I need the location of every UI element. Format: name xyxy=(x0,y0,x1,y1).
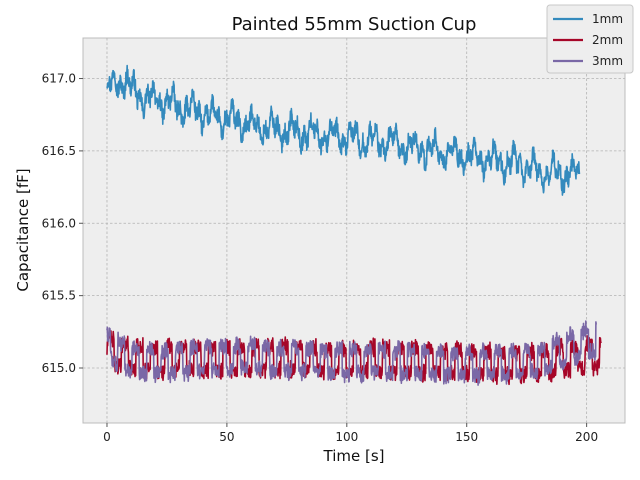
legend-label: 1mm xyxy=(592,12,623,26)
y-tick-label: 615.5 xyxy=(42,289,76,303)
x-tick-label: 0 xyxy=(103,430,111,444)
y-tick-label: 616.5 xyxy=(42,144,76,158)
y-tick-label: 615.0 xyxy=(42,361,76,375)
x-axis-ticks: 0 50 100 150 200 xyxy=(103,423,598,444)
x-tick-label: 200 xyxy=(575,430,598,444)
y-tick-label: 616.0 xyxy=(42,216,76,230)
chart-title: Painted 55mm Suction Cup xyxy=(232,14,477,35)
legend-box xyxy=(546,4,634,74)
series-layer xyxy=(106,64,602,386)
y-tick-label: 617.0 xyxy=(42,72,76,86)
y-axis-label: Capacitance [fF] xyxy=(14,168,32,291)
series-line-1mm xyxy=(106,64,581,196)
y-axis-ticks: 615.0 615.5 616.0 616.5 617.0 xyxy=(42,72,83,375)
legend: 1mm 2mm 3mm xyxy=(546,4,634,74)
x-tick-label: 50 xyxy=(219,430,234,444)
x-axis-label: Time [s] xyxy=(323,447,385,465)
series-line-3mm xyxy=(106,320,598,386)
x-tick-label: 100 xyxy=(335,430,358,444)
legend-label: 2mm xyxy=(592,33,623,47)
legend-label: 3mm xyxy=(592,54,623,68)
x-tick-label: 150 xyxy=(455,430,478,444)
